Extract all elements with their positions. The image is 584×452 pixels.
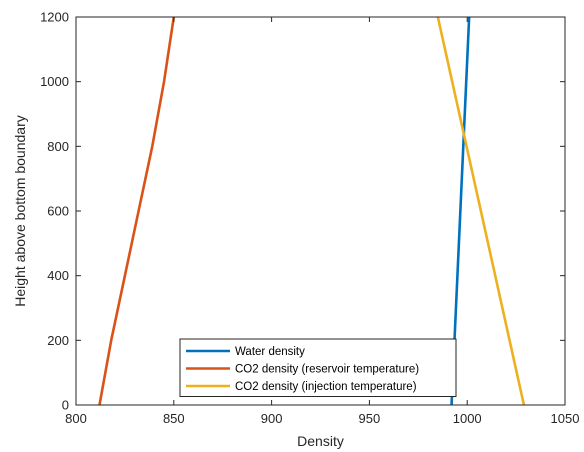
legend-entry-2: CO2 density (reservoir temperature) bbox=[235, 364, 419, 376]
x-tick-label: 850 bbox=[163, 411, 185, 426]
y-tick-label: 600 bbox=[47, 204, 69, 219]
x-tick-label: 1000 bbox=[453, 411, 482, 426]
legend: Water density CO2 density (reservoir temp… bbox=[179, 338, 457, 397]
y-tick-label: 1000 bbox=[40, 74, 69, 89]
y-axis-label: Height above bottom boundary bbox=[12, 115, 28, 306]
x-tick-label: 800 bbox=[65, 411, 87, 426]
legend-entry-3: CO2 density (injection temperature) bbox=[235, 381, 417, 393]
x-tick-label: 950 bbox=[359, 411, 381, 426]
y-tick-label: 400 bbox=[47, 268, 69, 283]
legend-entry-1: Water density bbox=[235, 346, 305, 358]
y-tick-label: 1200 bbox=[40, 10, 69, 25]
y-tick-label: 0 bbox=[62, 398, 69, 413]
x-axis-label: Density bbox=[297, 433, 344, 449]
series-line-2 bbox=[98, 16, 176, 406]
y-tick-label: 800 bbox=[47, 139, 69, 154]
y-tick-label: 200 bbox=[47, 333, 69, 348]
series-line-3 bbox=[436, 16, 526, 406]
x-tick-label: 1050 bbox=[551, 411, 580, 426]
x-tick-label: 900 bbox=[261, 411, 283, 426]
axis-ticks: 800 850 900 950 1000 1050 0 200 400 600 800 1000 120… bbox=[40, 10, 579, 427]
